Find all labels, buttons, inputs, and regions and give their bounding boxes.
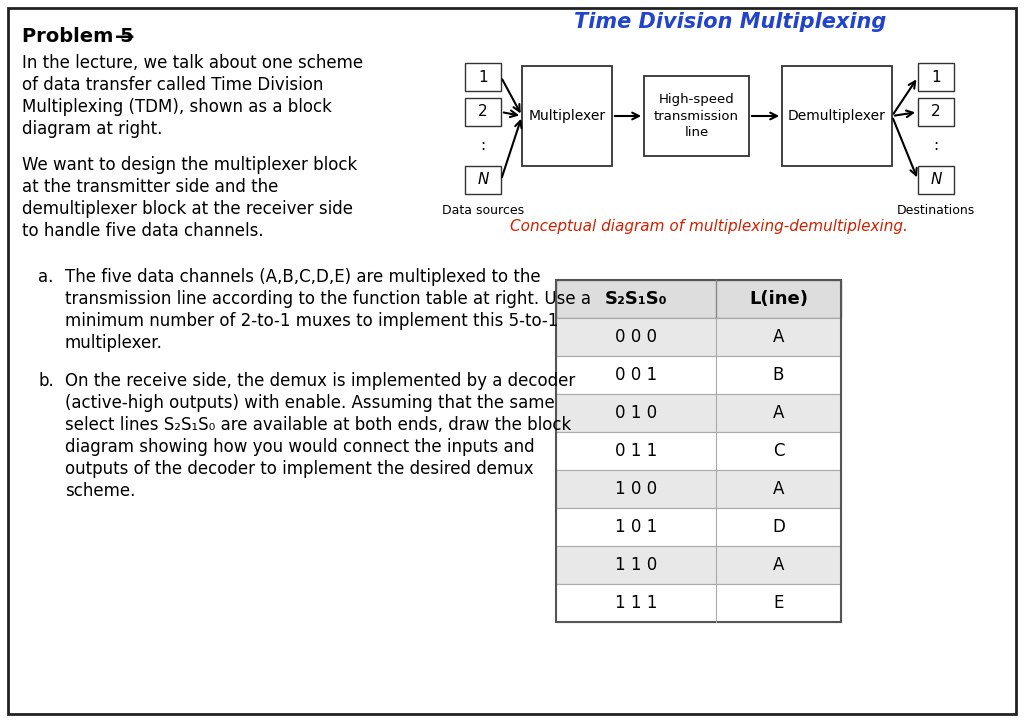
Bar [556,356,841,394]
Text: On the receive side, the demux is implemented by a decoder: On the receive side, the demux is implem… [65,372,575,390]
Text: 1 0 1: 1 0 1 [614,518,657,536]
Text: diagram showing how you would connect the inputs and: diagram showing how you would connect th… [65,438,535,456]
Text: Destinations: Destinations [897,204,975,217]
Text: diagram at right.: diagram at right. [22,120,163,138]
Text: N: N [931,173,942,188]
Text: In the lecture, we talk about one scheme: In the lecture, we talk about one scheme [22,54,364,72]
Text: Conceptual diagram of multiplexing-demultiplexing.: Conceptual diagram of multiplexing-demul… [510,219,908,234]
Text: 0 0 0: 0 0 0 [615,328,657,346]
Text: a.: a. [38,268,53,286]
Text: —: — [115,27,134,46]
Bar [556,280,841,318]
Text: 0 1 1: 0 1 1 [614,442,657,460]
Bar [522,66,612,166]
Text: A: A [773,328,784,346]
Text: scheme.: scheme. [65,482,135,500]
Text: Problem 5: Problem 5 [22,27,134,46]
Bar [465,63,501,91]
Text: A: A [773,480,784,498]
Bar [556,470,841,508]
Text: N: N [477,173,488,188]
Text: select lines S₂S₁S₀ are available at both ends, draw the block: select lines S₂S₁S₀ are available at bot… [65,416,571,434]
Bar [918,63,954,91]
Text: Multiplexer: Multiplexer [528,109,605,123]
Text: b.: b. [38,372,53,390]
Text: 0 0 1: 0 0 1 [615,366,657,384]
Text: 0 1 0: 0 1 0 [615,404,657,422]
Bar [556,394,841,432]
Text: We want to design the multiplexer block: We want to design the multiplexer block [22,156,357,174]
Text: 1: 1 [931,69,941,84]
Text: (active-high outputs) with enable. Assuming that the same: (active-high outputs) with enable. Assum… [65,394,555,412]
Text: D: D [772,518,785,536]
Bar [556,584,841,622]
Bar [556,508,841,546]
Text: Multiplexing (TDM), shown as a block: Multiplexing (TDM), shown as a block [22,98,332,116]
Text: transmission line according to the function table at right. Use a: transmission line according to the funct… [65,290,591,308]
Text: 2: 2 [931,105,941,120]
Bar [918,166,954,194]
Text: High-speed
transmission
line: High-speed transmission line [654,92,739,139]
Text: demultiplexer block at the receiver side: demultiplexer block at the receiver side [22,200,353,218]
Bar [556,280,841,622]
Text: A: A [773,404,784,422]
Bar [556,318,841,356]
Text: multiplexer.: multiplexer. [65,334,163,352]
Bar [556,432,841,470]
Text: C: C [773,442,784,460]
Text: E: E [773,594,783,612]
Text: 1 1 1: 1 1 1 [614,594,657,612]
Text: 1 1 0: 1 1 0 [614,556,657,574]
Text: outputs of the decoder to implement the desired demux: outputs of the decoder to implement the … [65,460,534,478]
Bar [465,98,501,126]
Text: The five data channels (A,B,C,D,E) are multiplexed to the: The five data channels (A,B,C,D,E) are m… [65,268,541,286]
Text: 1 0 0: 1 0 0 [615,480,657,498]
Bar [465,166,501,194]
Text: B: B [773,366,784,384]
Text: of data transfer called Time Division: of data transfer called Time Division [22,76,324,94]
Text: Time Division Multiplexing: Time Division Multiplexing [573,12,886,32]
Text: 2: 2 [478,105,487,120]
Text: to handle five data channels.: to handle five data channels. [22,222,263,240]
Text: L(ine): L(ine) [749,290,808,308]
Bar [644,76,749,156]
Bar [918,98,954,126]
Text: 1: 1 [478,69,487,84]
Text: minimum number of 2-to-1 muxes to implement this 5-to-1: minimum number of 2-to-1 muxes to implem… [65,312,558,330]
Text: S₂S₁S₀: S₂S₁S₀ [605,290,668,308]
Bar [556,546,841,584]
Text: :: : [934,137,939,152]
Text: Data sources: Data sources [442,204,524,217]
Text: A: A [773,556,784,574]
Bar [782,66,892,166]
Text: at the transmitter side and the: at the transmitter side and the [22,178,279,196]
Text: Demultiplexer: Demultiplexer [788,109,886,123]
Text: :: : [480,137,485,152]
